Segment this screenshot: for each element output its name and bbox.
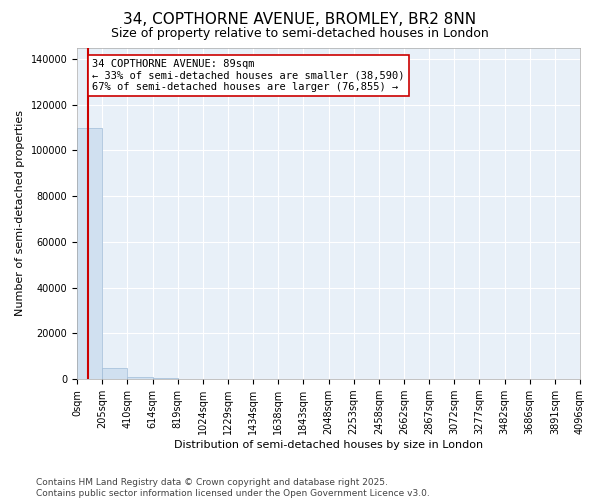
Bar — [152, 378, 178, 379]
Bar — [103, 368, 127, 379]
Text: 34, COPTHORNE AVENUE, BROMLEY, BR2 8NN: 34, COPTHORNE AVENUE, BROMLEY, BR2 8NN — [124, 12, 476, 28]
Text: Size of property relative to semi-detached houses in London: Size of property relative to semi-detach… — [111, 28, 489, 40]
Text: 34 COPTHORNE AVENUE: 89sqm
← 33% of semi-detached houses are smaller (38,590)
67: 34 COPTHORNE AVENUE: 89sqm ← 33% of semi… — [92, 59, 404, 92]
Bar — [77, 128, 103, 379]
Bar — [127, 378, 152, 379]
Text: Contains HM Land Registry data © Crown copyright and database right 2025.
Contai: Contains HM Land Registry data © Crown c… — [36, 478, 430, 498]
X-axis label: Distribution of semi-detached houses by size in London: Distribution of semi-detached houses by … — [174, 440, 483, 450]
Y-axis label: Number of semi-detached properties: Number of semi-detached properties — [15, 110, 25, 316]
